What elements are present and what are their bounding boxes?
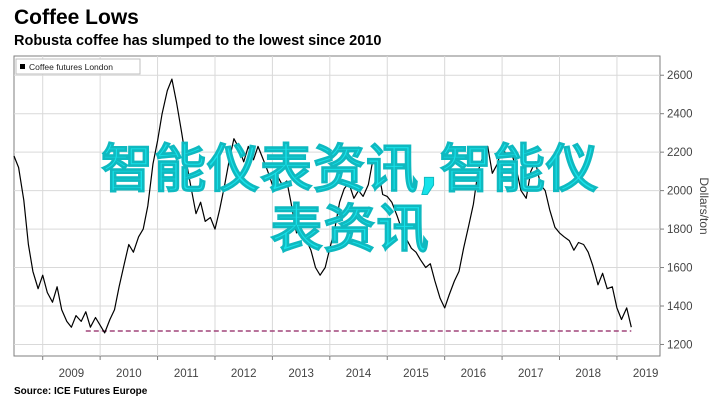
chart-title: Coffee Lows — [14, 6, 139, 29]
x-tick-label: 2016 — [461, 368, 487, 380]
grid-layer — [14, 56, 660, 356]
x-tick-label: 2011 — [174, 368, 199, 380]
legend-box — [15, 58, 141, 75]
x-tick-label: 2012 — [231, 368, 257, 380]
watermark-line-2: 表资讯 — [270, 200, 430, 261]
x-tick-label: 2017 — [518, 368, 544, 380]
y-axis-label: Dollars/ton — [697, 177, 711, 234]
legend-label: Coffee futures London — [29, 62, 113, 72]
x-tick-label: 2019 — [633, 368, 659, 380]
x-axis: 2009 2010 2011 2012 2013 2014 2015 2016 2017 2018… — [42, 356, 659, 380]
legend-swatch — [20, 64, 25, 69]
watermark-line-1: 智能仪表资讯,智能仪 — [101, 140, 599, 201]
source-note: Source: ICE Futures Europe — [14, 386, 148, 397]
y-axis: 1200 1400 1600 1800 2000 2200 2400 2600 — [660, 70, 693, 351]
x-tick-label: 2009 — [59, 368, 85, 380]
x-tick-label: 2014 — [346, 368, 372, 380]
y-tick-label: 1800 — [667, 224, 693, 236]
x-tick-label: 2010 — [116, 368, 142, 380]
y-tick-label: 2200 — [667, 147, 693, 159]
x-tick-label: 2018 — [575, 368, 601, 380]
y-tick-label: 2000 — [667, 186, 693, 198]
y-tick-label: 1600 — [667, 263, 693, 275]
watermark-overlay: 智能仪表资讯,智能仪 表资讯 — [30, 140, 670, 261]
x-tick-label: 2013 — [288, 368, 314, 380]
y-tick-label: 1200 — [667, 339, 693, 351]
legend: Coffee futures London — [15, 58, 141, 75]
y-tick-label: 2400 — [667, 109, 693, 121]
series-layer — [13, 78, 632, 334]
y-tick-label: 1400 — [667, 301, 693, 313]
series-line-coffee-futures-london — [13, 78, 632, 334]
y-tick-label: 2600 — [667, 70, 693, 82]
chart-subtitle: Robusta coffee has slumped to the lowest… — [14, 33, 382, 49]
x-tick-label: 2015 — [403, 368, 429, 380]
